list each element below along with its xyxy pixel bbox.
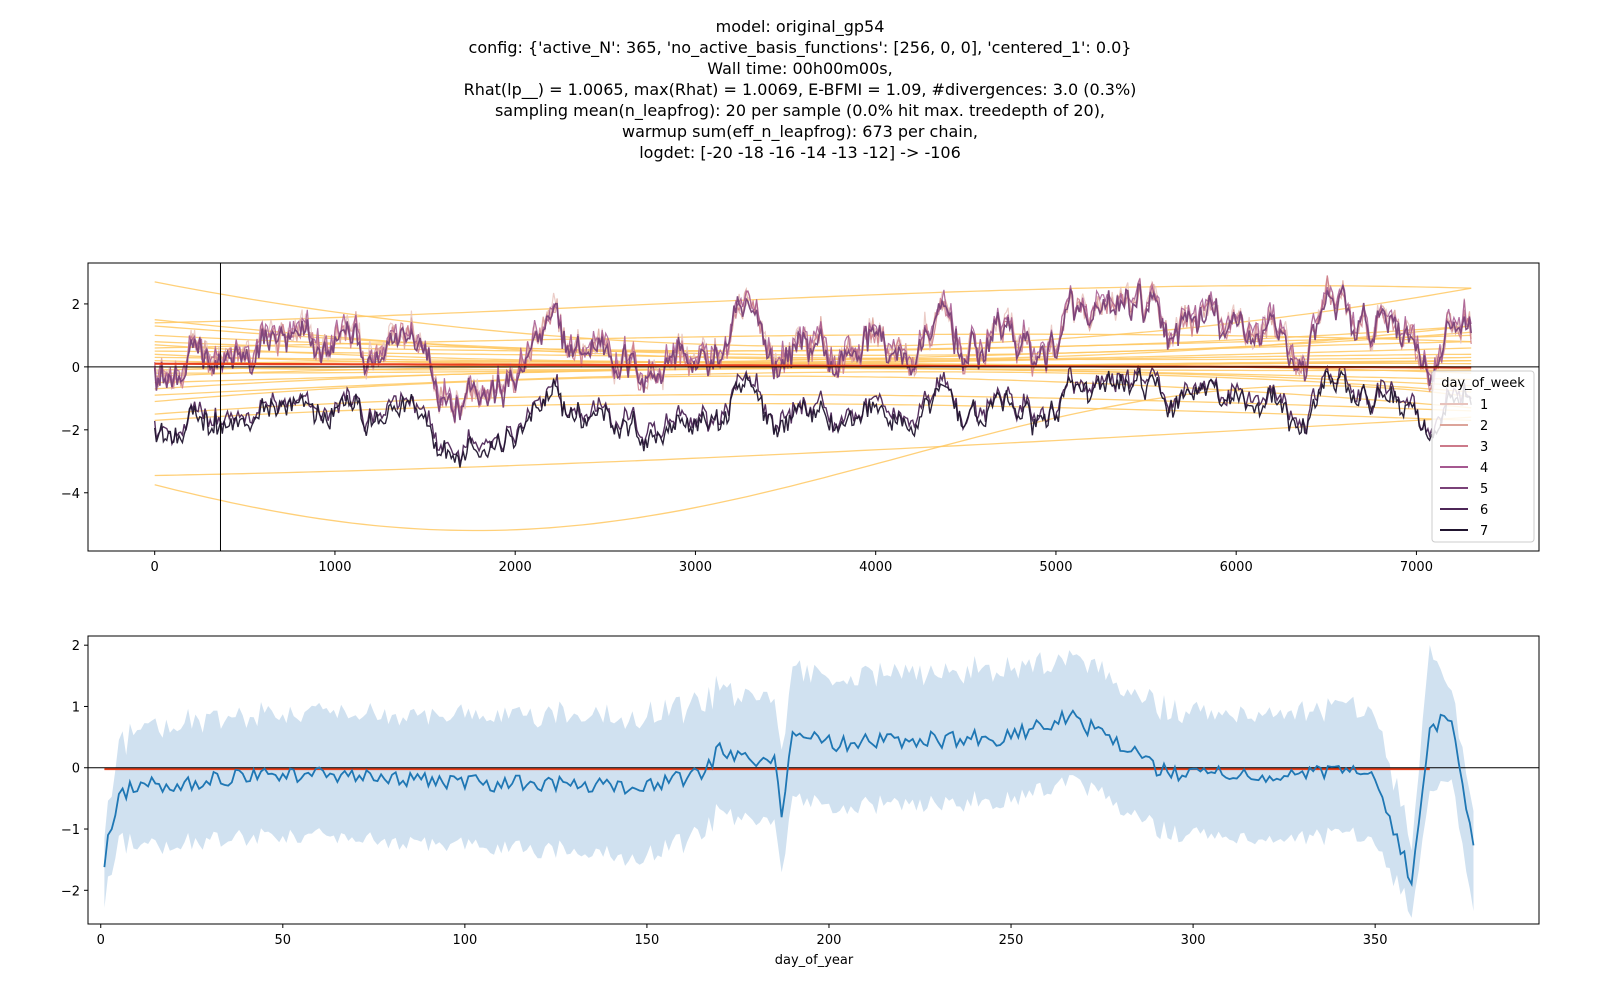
title-line: config: {'active_N': 365, 'no_active_bas… [468, 38, 1132, 57]
title-line: Wall time: 00h00m00s, [707, 59, 893, 78]
y-tick-label: 0 [72, 361, 80, 376]
x-tick-label: 50 [275, 933, 292, 948]
x-tick-label: 200 [817, 933, 842, 948]
x-tick-label: 350 [1363, 933, 1388, 948]
component-curve [154, 284, 1472, 324]
x-tick-label: 300 [1181, 933, 1206, 948]
series-line-day-4 [154, 278, 1472, 419]
uncertainty-band [104, 645, 1474, 918]
y-tick-label: 2 [72, 639, 80, 654]
y-tick-label: −1 [61, 823, 80, 838]
x-tick-label: 250 [999, 933, 1024, 948]
x-tick-label: 1000 [318, 560, 351, 575]
y-tick-label: −2 [61, 884, 80, 899]
x-tick-label: 3000 [679, 560, 712, 575]
x-tick-label: 5000 [1039, 560, 1072, 575]
x-tick-label: 0 [97, 933, 105, 948]
axes-frame [87, 635, 1540, 925]
legend-entry: 6 [1480, 503, 1488, 518]
legend: day_of_week 1 2 3 4 5 6 7 [1431, 370, 1535, 543]
x-tick-label: 100 [452, 933, 477, 948]
component-curve [154, 393, 1472, 415]
component-curve [154, 416, 1472, 477]
series-line-day-7 [154, 366, 1472, 468]
legend-entry: 7 [1480, 524, 1488, 539]
x-axis-label: day_of_year [775, 953, 854, 968]
x-tick-label: 6000 [1220, 560, 1253, 575]
y-tick-label: 1 [72, 700, 80, 715]
legend-entry: 1 [1480, 398, 1488, 413]
title-line: warmup sum(eff_n_leapfrog): 673 per chai… [622, 122, 978, 141]
day-of-year-panel: 0 50 100 150 200 250 300 350 −2 −1 0 1 2 day_of_year [61, 635, 1540, 968]
component-curve [154, 385, 1472, 532]
title-line: Rhat(lp__) = 1.0065, max(Rhat) = 1.0069,… [463, 80, 1137, 99]
title-line: model: original_gp54 [715, 17, 885, 36]
y-tick-label: −2 [61, 424, 80, 439]
figure-title: model: original_gp54 config: {'active_N'… [0, 16, 1600, 163]
legend-entry: 5 [1480, 482, 1488, 497]
x-tick-label: 150 [635, 933, 660, 948]
x-tick-label: 4000 [859, 560, 892, 575]
x-tick-label: 2000 [499, 560, 532, 575]
legend-entry: 4 [1480, 461, 1488, 476]
x-tick-label: 7000 [1400, 560, 1433, 575]
y-tick-label: −4 [61, 487, 80, 502]
legend-title: day_of_week [1441, 376, 1525, 391]
y-tick-label: 2 [72, 298, 80, 313]
day-of-year-effect-line [103, 708, 1475, 887]
title-line: sampling mean(n_leapfrog): 20 per sample… [494, 101, 1106, 120]
component-curve [154, 402, 1472, 422]
legend-box [1431, 370, 1535, 543]
legend-entry: 2 [1480, 419, 1488, 434]
title-line: logdet: [-20 -18 -16 -14 -13 -12] -> -10… [639, 143, 961, 162]
component-curve [154, 375, 1472, 409]
legend-entry: 3 [1480, 440, 1488, 455]
component-curve [154, 367, 1472, 390]
component-curve [154, 371, 1472, 396]
y-tick-label: 0 [72, 762, 80, 777]
axes-frame [87, 262, 1540, 552]
x-tick-label: 0 [151, 560, 159, 575]
time-series-panel: 0 1000 2000 3000 4000 5000 6000 7000 −4 −2 0 2 day_… [61, 262, 1540, 575]
